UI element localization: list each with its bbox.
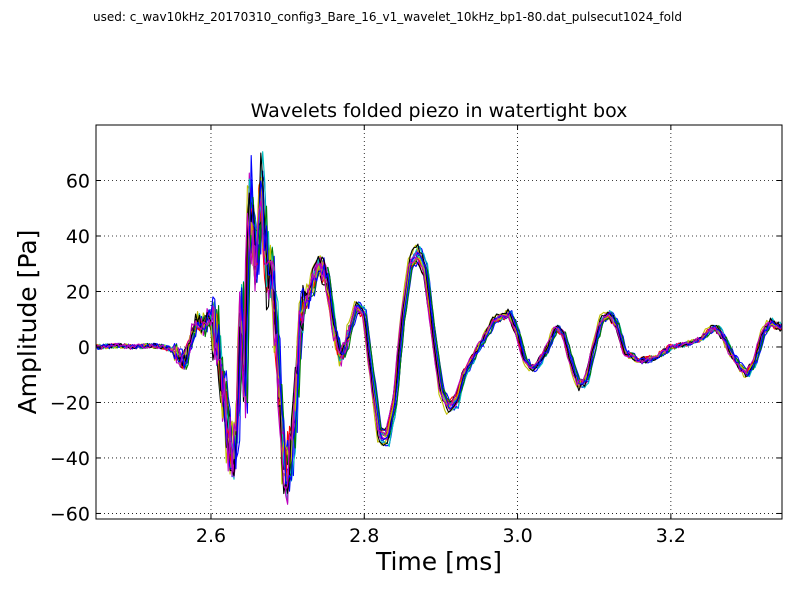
x-tick-label: 3.0 (502, 525, 532, 547)
series-line-15 (96, 179, 782, 485)
ticks: 2.6 2.8 3.0 3.2 −60 −40 −20 0 20 40 60 (50, 125, 782, 547)
series-line-16 (96, 200, 782, 491)
x-axis-label: Time [ms] (375, 547, 502, 576)
y-tick-label: −60 (50, 503, 90, 525)
y-tick-label: 20 (66, 281, 90, 303)
x-tick-label: 2.6 (196, 525, 226, 547)
y-tick-label: 60 (66, 170, 90, 192)
x-tick-label: 3.2 (656, 525, 686, 547)
series-line-7 (96, 192, 782, 470)
y-tick-label: −20 (50, 392, 90, 414)
series-line-2 (96, 193, 782, 482)
series-line-10 (96, 176, 782, 497)
chart-title: Wavelets folded piezo in watertight box (251, 100, 628, 122)
used-file-label: used: c_wav10kHz_20170310_config3_Bare_1… (93, 10, 682, 24)
series-line-5 (96, 172, 782, 504)
series-line-3 (96, 189, 782, 484)
series-line-6 (96, 181, 782, 485)
series-line-11 (96, 178, 782, 503)
y-tick-label: 0 (78, 337, 90, 359)
series-group (96, 151, 782, 505)
y-tick-label: −40 (50, 448, 90, 470)
plot-frame (95, 124, 783, 520)
y-axis-label: Amplitude [Pa] (13, 230, 42, 415)
x-tick-label: 2.8 (349, 525, 379, 547)
y-tick-label: 40 (66, 226, 90, 248)
